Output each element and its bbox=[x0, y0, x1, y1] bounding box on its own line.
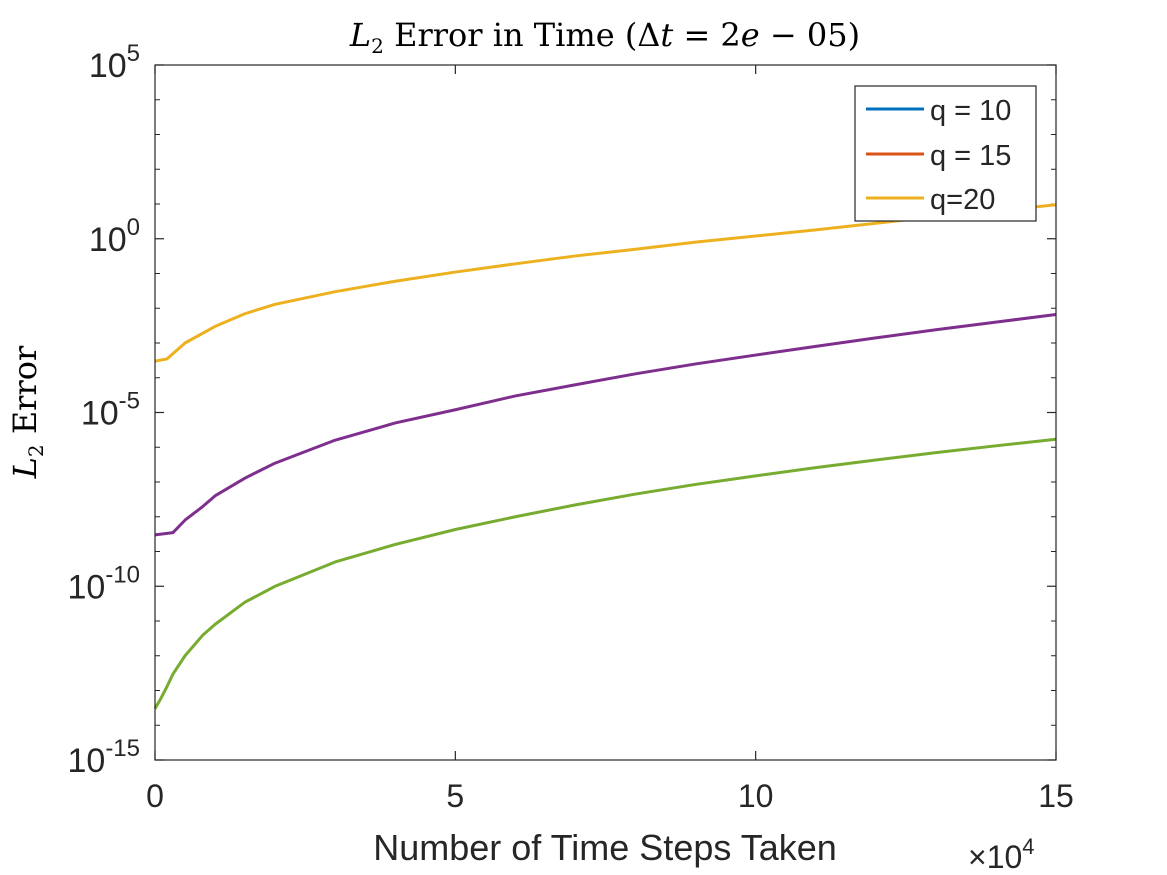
x-tick-label: 15 bbox=[1038, 778, 1074, 814]
series-line-q20 bbox=[154, 203, 1057, 363]
y-axis-label: L2 Error bbox=[6, 345, 48, 479]
x-tick-labels: 0 5 10 15 bbox=[146, 778, 1074, 814]
major-ticks bbox=[154, 64, 1057, 761]
legend-label-q15: q = 15 bbox=[930, 140, 1011, 172]
series-line-q15 bbox=[153, 437, 1057, 710]
y-tick-label: 10-5 bbox=[81, 388, 140, 433]
x-axis-multiplier: ×104 bbox=[968, 834, 1035, 875]
x-tick-label: 0 bbox=[146, 778, 164, 814]
series-layer bbox=[153, 203, 1057, 710]
y-tick-label: 105 bbox=[89, 40, 140, 85]
legend-label-q10: q = 10 bbox=[930, 95, 1011, 127]
y-tick-label: 10-15 bbox=[67, 735, 140, 780]
chart-title: L2 Error in Time (Δt = 2e − 05) bbox=[349, 16, 860, 58]
series-line-q10 bbox=[154, 313, 1057, 537]
minor-ticks bbox=[155, 99, 1056, 726]
x-tick-label: 5 bbox=[446, 778, 464, 814]
legend: q = 10 q = 15 q=20 bbox=[854, 85, 1037, 222]
y-tick-label: 100 bbox=[89, 214, 140, 259]
y-tick-labels: 10-15 10-10 10-5 100 105 bbox=[67, 40, 140, 780]
x-tick-label: 10 bbox=[738, 778, 774, 814]
x-axis-label: Number of Time Steps Taken bbox=[373, 827, 837, 868]
y-tick-label: 10-10 bbox=[67, 561, 140, 606]
legend-label-q20: q=20 bbox=[930, 184, 995, 216]
